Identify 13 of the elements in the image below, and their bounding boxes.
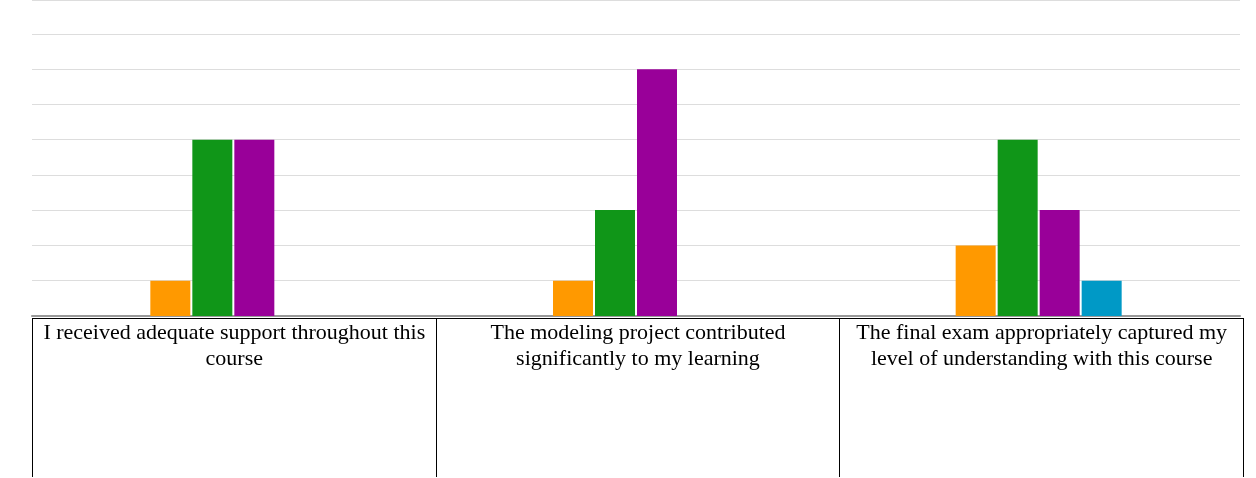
x-tick-label: The modeling project contributed significantly to my learning	[436, 318, 840, 477]
bar	[595, 210, 635, 316]
bar	[1039, 210, 1080, 316]
bar	[955, 245, 996, 316]
x-tick-label: I received adequate support throughout this course	[32, 318, 437, 477]
bar	[1081, 280, 1122, 316]
bar	[192, 139, 233, 316]
bar	[234, 139, 275, 316]
bar	[997, 139, 1038, 316]
bar	[637, 69, 677, 316]
bar	[150, 280, 191, 316]
bar	[553, 280, 593, 316]
x-tick-label: The final exam appropriately captured my level of understanding with this course	[839, 318, 1244, 477]
